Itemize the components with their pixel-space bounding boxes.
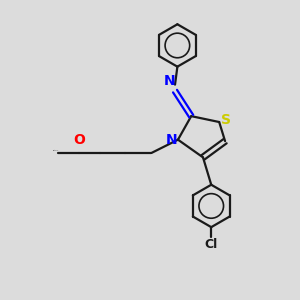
Text: Cl: Cl: [205, 238, 218, 251]
Text: N: N: [164, 74, 176, 88]
Text: N: N: [166, 133, 177, 147]
Text: S: S: [221, 113, 231, 127]
Text: methoxy: methoxy: [53, 150, 59, 152]
Text: O: O: [73, 133, 85, 147]
